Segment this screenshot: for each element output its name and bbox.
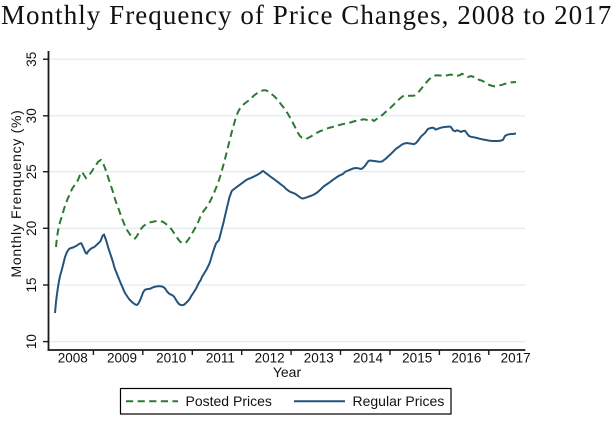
svg-text:Year: Year [273, 364, 302, 380]
svg-text:Regular Prices: Regular Prices [353, 393, 445, 409]
svg-text:2008: 2008 [58, 351, 88, 366]
svg-text:2011: 2011 [206, 351, 235, 366]
svg-text:10: 10 [24, 334, 39, 349]
svg-text:35: 35 [24, 52, 39, 67]
svg-text:15: 15 [24, 277, 39, 292]
svg-text:Monthly Frenquency (%): Monthly Frenquency (%) [8, 110, 24, 278]
svg-text:2010: 2010 [156, 351, 186, 366]
svg-text:2017: 2017 [501, 351, 531, 366]
svg-text:2013: 2013 [304, 351, 334, 366]
svg-text:Posted Prices: Posted Prices [186, 393, 272, 409]
svg-text:2014: 2014 [353, 351, 384, 366]
svg-text:30: 30 [24, 108, 39, 123]
svg-text:2015: 2015 [402, 351, 432, 366]
svg-text:2016: 2016 [451, 351, 481, 366]
svg-text:2012: 2012 [255, 351, 285, 366]
svg-text:2009: 2009 [107, 351, 137, 366]
svg-text:25: 25 [24, 164, 39, 179]
svg-text:20: 20 [24, 221, 39, 236]
